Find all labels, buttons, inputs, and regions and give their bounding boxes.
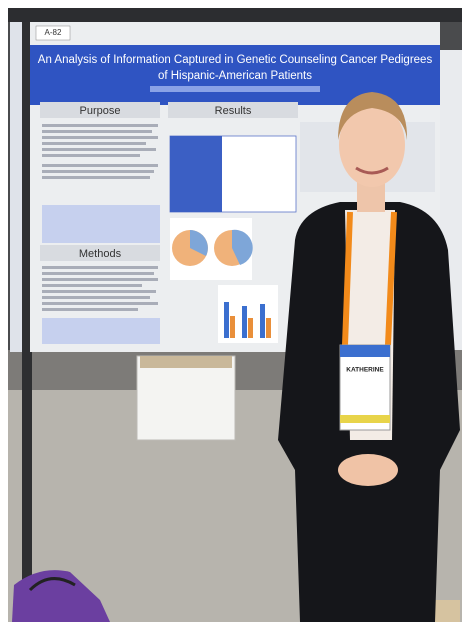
section-header-box bbox=[168, 102, 298, 118]
poster-authors bbox=[150, 86, 320, 92]
section-header-box bbox=[40, 245, 160, 261]
poster-title: of Hispanic-American Patients bbox=[158, 70, 312, 82]
pole bbox=[22, 22, 32, 602]
text-block bbox=[42, 266, 158, 311]
hands bbox=[338, 454, 398, 486]
face bbox=[339, 103, 405, 187]
poster-title: An Analysis of Information Captured in G… bbox=[38, 54, 433, 66]
box-top bbox=[140, 356, 232, 368]
lanyard bbox=[342, 211, 397, 346]
section-heading: Results bbox=[215, 105, 252, 117]
highlight-box bbox=[42, 205, 160, 243]
pie-slice bbox=[190, 230, 208, 256]
pie-slice bbox=[232, 229, 253, 265]
badge-header bbox=[340, 345, 390, 357]
bar-graphic bbox=[224, 302, 271, 338]
ceiling bbox=[8, 8, 462, 22]
badge-name: KATHERINE bbox=[346, 367, 384, 374]
bag-strap bbox=[28, 577, 76, 592]
highlight-box bbox=[42, 318, 160, 344]
text-block bbox=[42, 124, 158, 179]
poster-tag-box bbox=[35, 25, 71, 41]
left-poster-edge bbox=[10, 22, 22, 352]
box bbox=[136, 355, 236, 441]
results-table-col bbox=[170, 136, 222, 212]
smile bbox=[355, 166, 389, 175]
section-heading: Methods bbox=[79, 248, 122, 260]
section-heading: Purpose bbox=[80, 105, 121, 117]
badge-ribbon bbox=[340, 415, 390, 423]
hair bbox=[338, 92, 408, 140]
section-header-box bbox=[40, 102, 160, 118]
poster-tag: A-82 bbox=[45, 28, 62, 37]
